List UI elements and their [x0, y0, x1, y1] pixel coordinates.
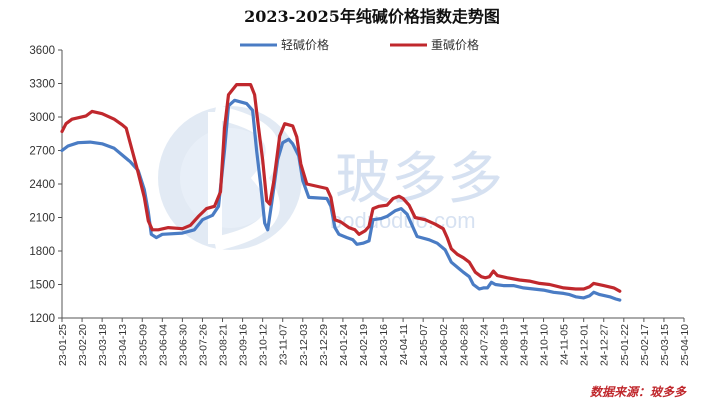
y-tick-label: 3300	[29, 79, 55, 91]
x-tick-label: 24-06-02	[438, 324, 450, 366]
x-tick-label: 23-10-12	[258, 324, 270, 366]
x-tick-label: 23-09-16	[238, 324, 250, 366]
series-line-light-soda	[60, 98, 622, 302]
axes: 1200 1500 1800 2100 2400 2700 3000 3300 3600 23-0…	[29, 45, 691, 366]
x-tick-label: 23-04-13	[117, 324, 129, 366]
x-tick-label: 24-05-07	[418, 324, 430, 366]
x-tick-label: 23-08-21	[218, 324, 230, 366]
chart-title: 2023-2025年纯碱价格指数走势图	[244, 7, 500, 26]
x-tick-label: 24-08-19	[498, 324, 510, 366]
series-layer	[60, 83, 622, 302]
y-tick-label: 1800	[29, 246, 55, 258]
x-tick-label: 24-12-01	[579, 324, 591, 366]
legend-label-heavy: 重碱价格	[431, 37, 479, 52]
watermark-logo: 玻多多 boduoduo.com	[158, 105, 503, 251]
y-tick-label: 3000	[29, 112, 55, 124]
x-tick-label: 24-07-24	[478, 324, 490, 366]
y-tick-label: 2400	[29, 179, 55, 191]
y-tick-label: 1200	[29, 313, 55, 325]
x-tick-label: 24-11-05	[559, 324, 571, 365]
x-tick-label: 24-01-24	[338, 324, 350, 366]
legend: 轻碱价格 重碱价格	[240, 37, 479, 52]
y-tick-label: 3600	[29, 45, 55, 57]
source-note: 数据来源：玻多多	[590, 385, 687, 399]
x-tick-label: 24-06-28	[458, 324, 470, 366]
x-tick-label: 24-12-27	[599, 324, 611, 366]
x-tick-label: 23-05-09	[137, 324, 149, 366]
x-tick-label: 23-11-07	[278, 324, 290, 365]
x-tick-label: 23-06-04	[157, 324, 169, 366]
y-tick-label: 1500	[29, 280, 55, 292]
x-tick-label: 25-02-17	[639, 324, 651, 366]
x-tick-label: 24-03-16	[378, 324, 390, 366]
watermark-logo-text: 玻多多	[335, 147, 503, 212]
y-tick-label: 2100	[29, 213, 55, 225]
x-tick-label: 23-06-30	[177, 324, 189, 366]
x-tick-label: 25-04-10	[679, 324, 691, 366]
x-tick-label: 24-10-10	[539, 324, 551, 366]
x-tick-label: 25-03-15	[659, 324, 671, 366]
x-tick-label: 24-09-14	[518, 324, 530, 366]
x-tick-label: 24-04-11	[398, 324, 410, 365]
x-tick-label: 23-02-20	[77, 324, 89, 366]
x-tick-label: 23-12-03	[298, 324, 310, 366]
x-tick-label: 23-12-29	[318, 324, 330, 366]
y-tick-label: 2700	[29, 146, 55, 158]
x-tick-label: 24-02-19	[358, 324, 370, 366]
x-tick-label: 25-01-22	[619, 324, 631, 366]
series-line-heavy-soda	[60, 83, 622, 293]
legend-label-light: 轻碱价格	[281, 37, 329, 52]
x-tick-label: 23-07-26	[197, 324, 209, 366]
x-tick-label: 23-03-18	[97, 324, 109, 366]
x-tick-label: 23-01-25	[57, 324, 69, 366]
